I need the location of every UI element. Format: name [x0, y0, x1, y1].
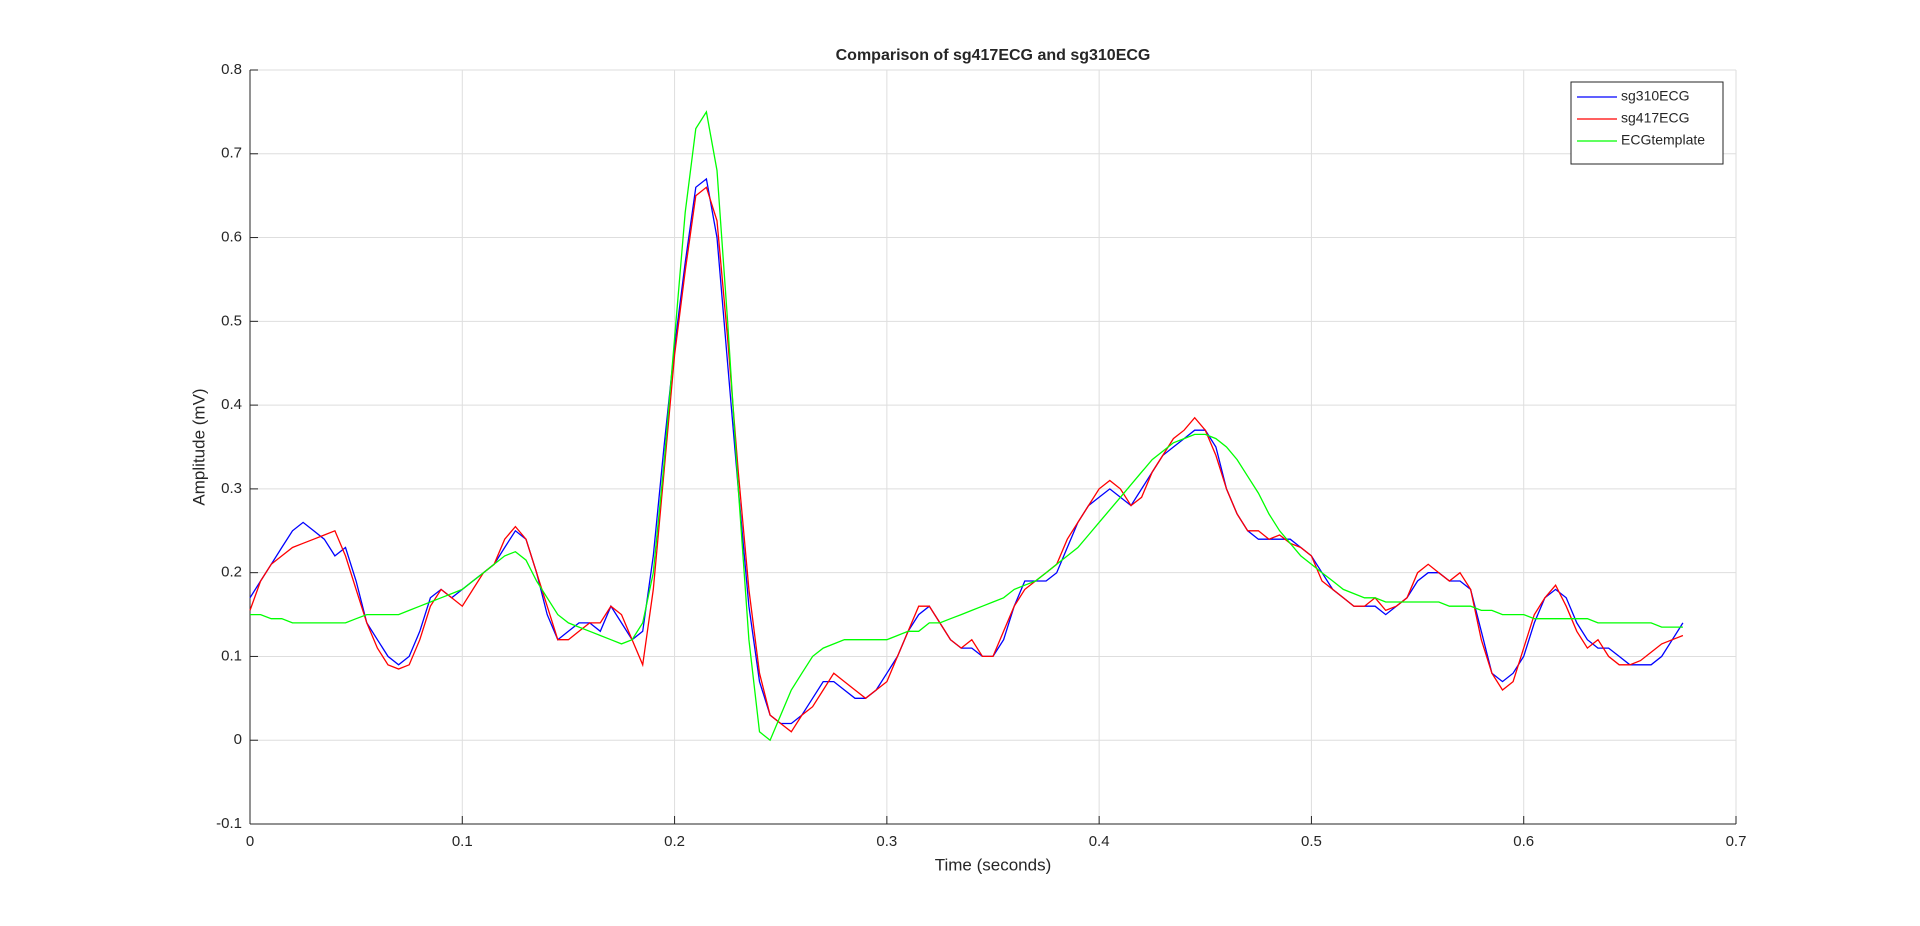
- x-tick-label: 0.1: [452, 833, 473, 850]
- y-tick-label: 0.1: [221, 647, 242, 664]
- y-tick-label: 0.8: [221, 61, 242, 78]
- x-axis-label: Time (seconds): [935, 855, 1052, 874]
- x-tick-label: 0.5: [1301, 833, 1322, 850]
- y-tick-label: 0.3: [221, 480, 242, 497]
- y-axis-label: Amplitude (mV): [189, 388, 208, 505]
- legend-label: ECGtemplate: [1621, 132, 1705, 148]
- x-tick-label: 0.3: [876, 833, 897, 850]
- series-line: [249, 186, 1684, 733]
- x-tick-label: 0.6: [1513, 833, 1534, 850]
- y-tick-label: 0.2: [221, 564, 242, 581]
- series-line: [250, 110, 1683, 742]
- y-tick-label: 0: [234, 731, 242, 748]
- x-tick-label: 0.4: [1089, 833, 1110, 850]
- legend-box: [1570, 81, 1724, 165]
- x-tick-label: 0.7: [1726, 833, 1747, 850]
- series-line: [249, 177, 1684, 725]
- y-tick-label: 0.7: [221, 145, 242, 162]
- x-tick-label: 0: [246, 833, 254, 850]
- legend-label: sg417ECG: [1621, 110, 1689, 126]
- y-tick-label: 0.5: [221, 312, 242, 329]
- y-tick-label: 0.6: [221, 229, 242, 246]
- legend: sg310ECG sg417ECG ECGtemplate: [1570, 81, 1724, 165]
- y-tick-label: -0.1: [216, 815, 242, 832]
- y-tick-label: 0.4: [221, 396, 242, 413]
- x-tick-label: 0.2: [664, 833, 685, 850]
- chart-title: Comparison of sg417ECG and sg310ECG: [836, 47, 1151, 64]
- legend-label: sg310ECG: [1621, 88, 1689, 104]
